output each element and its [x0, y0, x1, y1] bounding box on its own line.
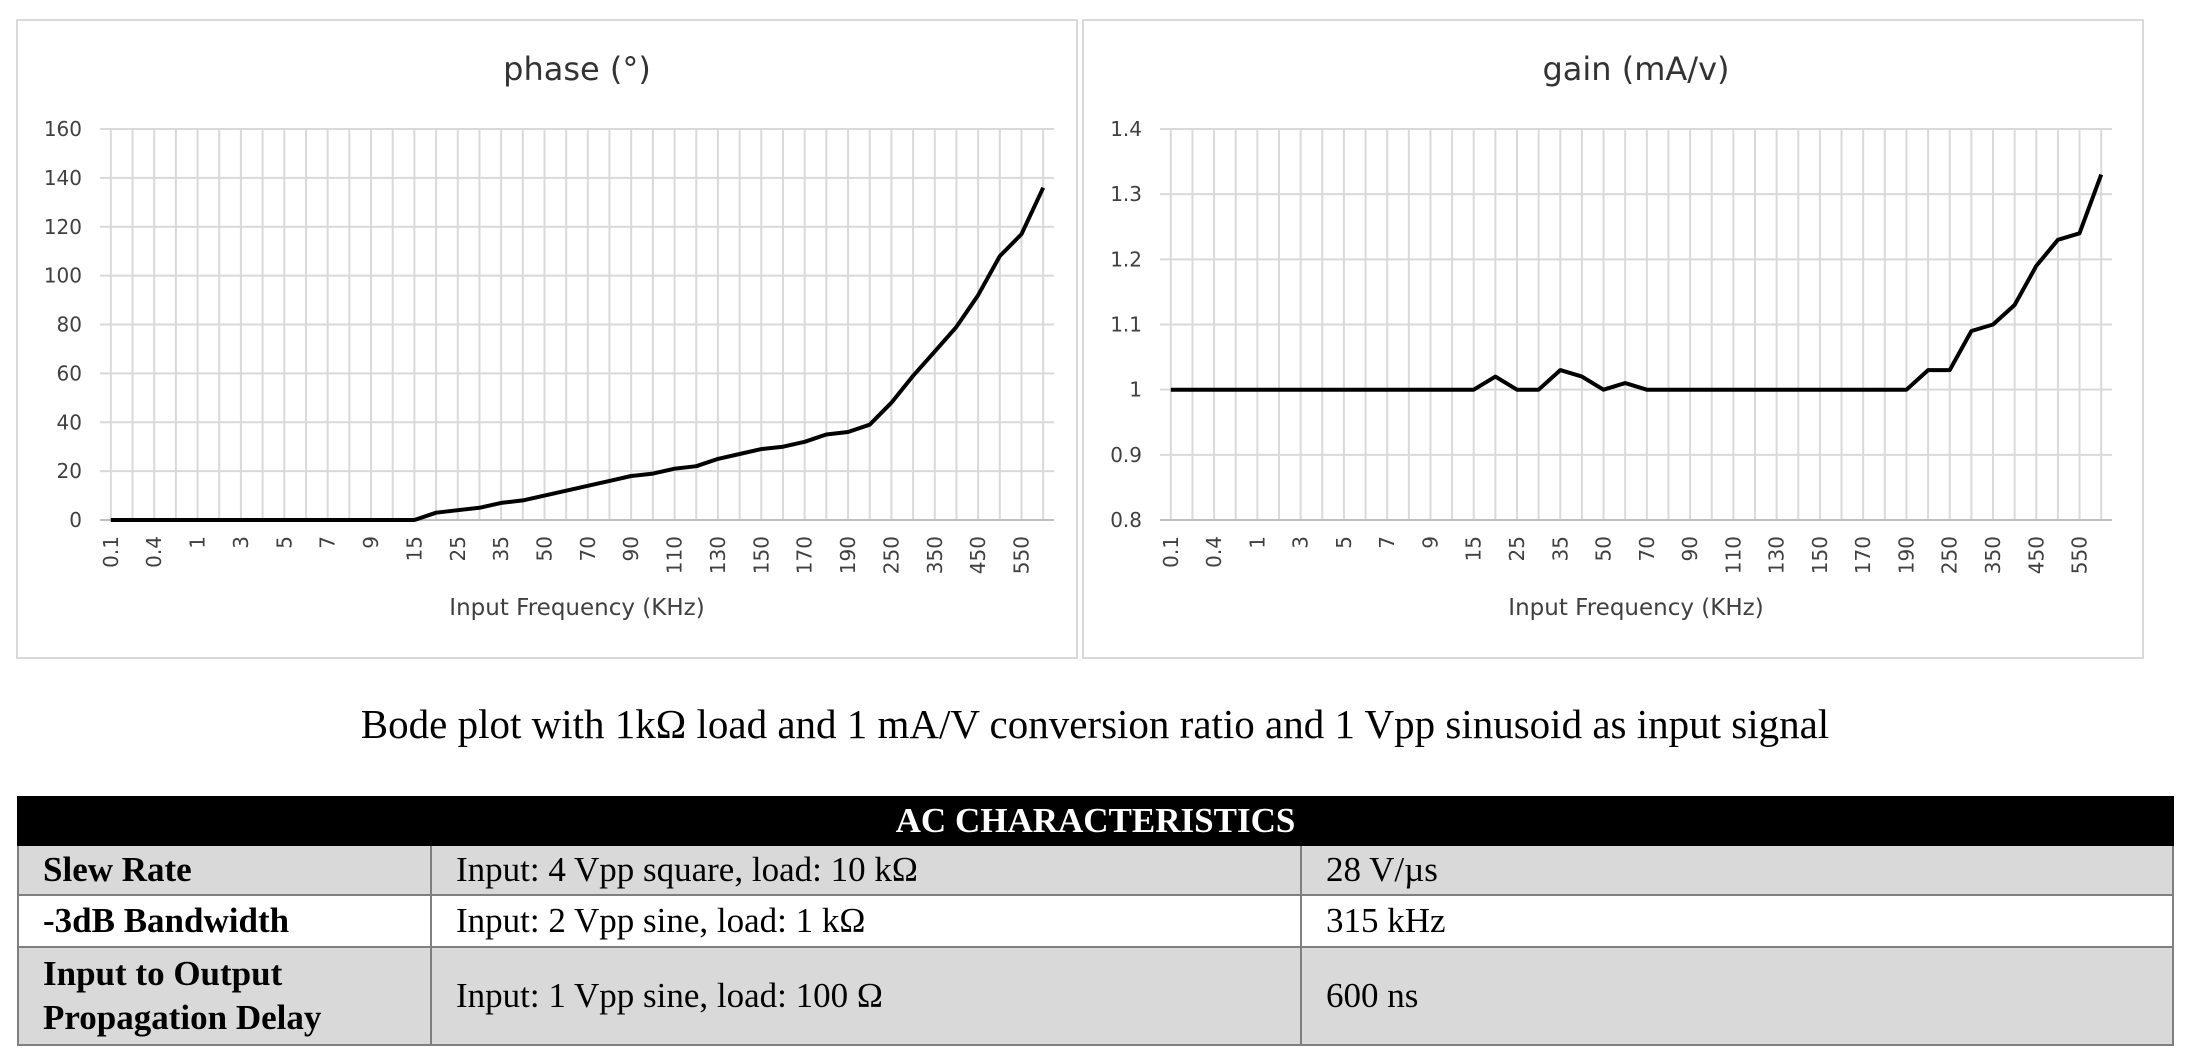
y-tick-label: 1.2 — [1110, 247, 1142, 271]
x-tick-label: 25 — [446, 536, 470, 561]
y-tick-label: 1.4 — [1110, 117, 1142, 141]
cell: Slew Rate — [17, 844, 432, 896]
y-tick-label: 20 — [57, 459, 82, 483]
x-tick-label: 350 — [923, 536, 947, 574]
data-line — [1170, 173, 2104, 392]
x-tick-label: 190 — [836, 536, 860, 574]
x-tick-label: 450 — [966, 536, 990, 574]
x-tick-label: 50 — [532, 536, 556, 561]
x-tick-label: 0.1 — [99, 536, 123, 568]
y-tick-label: 80 — [57, 313, 82, 337]
x-tick-label: 90 — [619, 536, 643, 561]
x-tick-label: 150 — [1808, 536, 1832, 574]
x-tick-label: 7 — [316, 536, 340, 549]
caption: Bode plot with 1kΩ load and 1 mA/V conve… — [360, 701, 1830, 747]
x-tick-label: 1 — [1245, 536, 1269, 549]
y-tick-label: 60 — [57, 361, 82, 385]
x-tick-label: 70 — [1635, 536, 1659, 561]
cell: Input: 2 Vpp sine, load: 1 kΩ — [430, 894, 1302, 948]
x-tick-label: 0.4 — [142, 536, 166, 568]
data-line — [110, 186, 1046, 522]
x-tick-label: 3 — [1289, 536, 1313, 549]
cell: 315 kHz — [1300, 894, 2174, 948]
x-tick-label: 0.1 — [1159, 536, 1183, 568]
y-tick-label: 1.1 — [1110, 313, 1142, 337]
chart-title: phase (°) — [503, 50, 651, 88]
cell: Input: 4 Vpp square, load: 10 kΩ — [430, 844, 1302, 896]
cell: Input to Output Propagation Delay — [17, 946, 432, 1046]
x-tick-label: 250 — [1938, 536, 1962, 574]
x-tick-label: 170 — [1851, 536, 1875, 574]
chart-title: gain (mA/v) — [1542, 50, 1729, 88]
cell: 600 ns — [1300, 946, 2174, 1046]
x-tick-label: 90 — [1678, 536, 1702, 561]
x-tick-label: 170 — [793, 536, 817, 574]
x-tick-label: 150 — [749, 536, 773, 574]
x-tick-label: 5 — [1332, 536, 1356, 549]
y-tick-label: 1.3 — [1110, 182, 1142, 206]
x-tick-label: 350 — [1981, 536, 2005, 574]
x-tick-label: 1 — [186, 536, 210, 549]
x-tick-label: 50 — [1592, 536, 1616, 561]
x-tick-label: 70 — [576, 536, 600, 561]
y-tick-label: 140 — [44, 166, 82, 190]
chart-frame — [16, 19, 1078, 659]
x-tick-label: 130 — [706, 536, 730, 574]
x-tick-label: 0.4 — [1202, 536, 1226, 568]
x-axis-label: Input Frequency (KHz) — [449, 595, 704, 621]
y-tick-label: 1 — [1129, 378, 1142, 402]
y-tick-label: 40 — [57, 410, 82, 434]
y-tick-label: 160 — [44, 117, 82, 141]
x-tick-label: 9 — [359, 536, 383, 549]
x-tick-label: 110 — [663, 536, 687, 574]
x-tick-label: 190 — [1894, 536, 1918, 574]
x-tick-label: 250 — [879, 536, 903, 574]
y-tick-label: 100 — [44, 264, 82, 288]
x-tick-label: 35 — [1548, 536, 1572, 561]
ac-table: AC CHARACTERISTICS Slew Rate Input: 4 Vpp… — [17, 796, 2174, 1046]
cell: 28 V/µs — [1300, 844, 2174, 896]
x-tick-label: 550 — [1009, 536, 1033, 574]
x-tick-label: 3 — [229, 536, 253, 549]
x-tick-label: 110 — [1721, 536, 1745, 574]
x-tick-label: 7 — [1375, 536, 1399, 549]
x-tick-label: 25 — [1505, 536, 1529, 561]
x-tick-label: 130 — [1765, 536, 1789, 574]
cell: Input: 1 Vpp sine, load: 100 Ω — [430, 946, 1302, 1046]
x-axis-label: Input Frequency (KHz) — [1508, 595, 1763, 621]
x-tick-label: 15 — [402, 536, 426, 561]
cell: -3dB Bandwidth — [17, 894, 432, 948]
y-tick-label: 120 — [44, 215, 82, 239]
y-tick-label: 0 — [69, 508, 82, 532]
x-tick-label: 35 — [489, 536, 513, 561]
y-tick-label: 0.8 — [1110, 508, 1142, 532]
x-tick-label: 9 — [1418, 536, 1442, 549]
x-tick-label: 5 — [272, 536, 296, 549]
x-tick-label: 15 — [1462, 536, 1486, 561]
x-tick-label: 450 — [2024, 536, 2048, 574]
table-title: AC CHARACTERISTICS — [17, 796, 2174, 846]
y-tick-label: 0.9 — [1110, 443, 1142, 467]
x-tick-label: 550 — [2068, 536, 2092, 574]
